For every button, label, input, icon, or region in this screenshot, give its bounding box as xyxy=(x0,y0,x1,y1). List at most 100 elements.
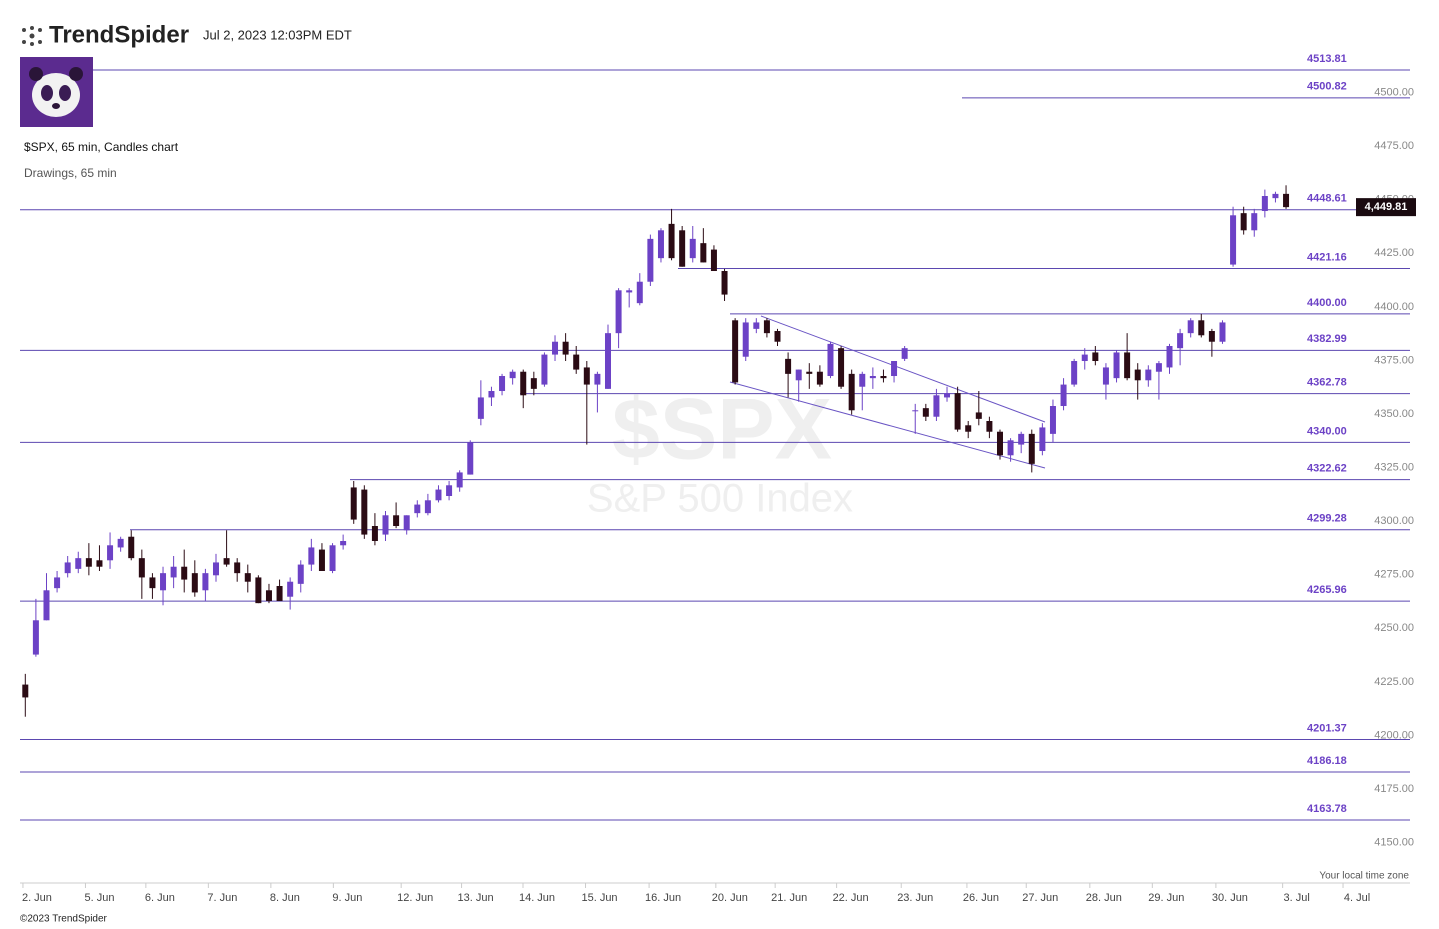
candle-body xyxy=(880,376,887,379)
candle-body xyxy=(467,442,474,475)
candle-body xyxy=(488,391,495,398)
candle-body xyxy=(107,545,114,561)
y-tick-label: 4375.00 xyxy=(1374,354,1414,366)
x-tick-label: 15. Jun xyxy=(581,892,617,904)
levels: 4513.81 4500.82 4448.61 4421.16 4400.00 4382.… xyxy=(20,53,1410,821)
y-tick-label: 4300.00 xyxy=(1374,515,1414,527)
x-tick-label: 30. Jun xyxy=(1212,892,1248,904)
watermark-symbol: $SPX xyxy=(612,382,832,478)
candle-body xyxy=(541,354,548,385)
level-label: 4322.62 xyxy=(1307,463,1347,475)
candle-body xyxy=(954,393,961,430)
y-tick-label: 4500.00 xyxy=(1374,86,1414,98)
candle-body xyxy=(1039,427,1046,452)
candle-body xyxy=(986,421,993,432)
y-tick-label: 4150.00 xyxy=(1374,836,1414,848)
candle-body xyxy=(361,489,368,535)
price-tag-label: 4,449.81 xyxy=(1365,201,1408,213)
candle-body xyxy=(1071,361,1078,385)
x-tick-label: 7. Jun xyxy=(207,892,237,904)
candle-body xyxy=(1113,352,1120,379)
y-tick-label: 4325.00 xyxy=(1374,461,1414,473)
x-tick-label: 6. Jun xyxy=(145,892,175,904)
candle-body xyxy=(573,354,580,370)
candle-body xyxy=(901,348,908,359)
candle-body xyxy=(636,281,643,304)
candle-body xyxy=(234,562,241,574)
candle-body xyxy=(32,620,39,655)
candle-body xyxy=(382,515,389,535)
level-label: 4265.96 xyxy=(1307,584,1347,596)
candle-body xyxy=(838,348,845,387)
x-tick-label: 22. Jun xyxy=(833,892,869,904)
candle-body xyxy=(297,564,304,584)
candle-body xyxy=(350,487,357,520)
candle-body xyxy=(1272,193,1279,199)
candle-body xyxy=(276,586,283,602)
candle-body xyxy=(816,371,823,385)
x-tick-label: 2. Jun xyxy=(22,892,52,904)
candle-body xyxy=(393,515,400,527)
x-tick-label: 23. Jun xyxy=(897,892,933,904)
y-tick-label: 4225.00 xyxy=(1374,676,1414,688)
candle-body xyxy=(160,573,167,591)
candle-body xyxy=(223,558,230,565)
x-tick-label: 20. Jun xyxy=(712,892,748,904)
candle-body xyxy=(1230,215,1237,265)
candle-body xyxy=(265,590,272,602)
candle-body xyxy=(414,504,421,514)
candle-body xyxy=(308,547,315,565)
y-tick-label: 4350.00 xyxy=(1374,408,1414,420)
candle-body xyxy=(668,223,675,259)
candle-body xyxy=(1145,369,1152,381)
candle-body xyxy=(435,489,442,501)
timestamp: Jul 2, 2023 12:03PM EDT xyxy=(203,27,352,42)
candle-body xyxy=(679,230,686,267)
y-tick-label: 4175.00 xyxy=(1374,783,1414,795)
candle-body xyxy=(615,290,622,334)
candle-body xyxy=(604,333,611,389)
candle-body xyxy=(848,373,855,411)
candle-body xyxy=(403,515,410,531)
candle-body xyxy=(1251,213,1258,231)
candle-body xyxy=(340,541,347,546)
candle-body xyxy=(763,320,770,334)
channel-line xyxy=(729,381,1046,469)
level-label: 4340.00 xyxy=(1307,425,1347,437)
candle-body xyxy=(54,577,61,589)
candle-body xyxy=(456,472,463,488)
candle-body xyxy=(499,376,506,392)
candle-body xyxy=(922,408,929,417)
candle-body xyxy=(138,558,145,578)
x-tick-label: 29. Jun xyxy=(1148,892,1184,904)
candle-body xyxy=(562,341,569,355)
candle-body xyxy=(85,558,92,567)
candle-body xyxy=(371,526,378,542)
y-tick-label: 4200.00 xyxy=(1374,729,1414,741)
candle-body xyxy=(753,322,760,329)
candle-body xyxy=(212,562,219,576)
candle-body xyxy=(827,343,834,377)
candle-body xyxy=(1219,322,1226,342)
candle-body xyxy=(1049,406,1056,434)
candle-body xyxy=(1155,363,1162,372)
candle-body xyxy=(774,331,781,342)
y-tick-label: 4475.00 xyxy=(1374,140,1414,152)
candle-body xyxy=(446,485,453,497)
drawings-label: Drawings, 65 min xyxy=(24,166,117,180)
avatar xyxy=(20,57,93,127)
candle-body xyxy=(509,371,516,379)
subtitle: $SPX, 65 min, Candles chart xyxy=(24,140,179,154)
x-tick-label: 16. Jun xyxy=(645,892,681,904)
candle-body xyxy=(1240,213,1247,231)
x-tick-label: 5. Jun xyxy=(84,892,114,904)
candle-body xyxy=(181,566,188,580)
candle-body xyxy=(806,371,813,374)
candle-body xyxy=(594,373,601,385)
candle-body xyxy=(191,573,198,593)
x-tick-label: 3. Jul xyxy=(1283,892,1309,904)
logo-icon xyxy=(22,26,42,46)
level-label: 4400.00 xyxy=(1307,297,1347,309)
candle-body xyxy=(721,271,728,295)
candle-body xyxy=(912,410,919,412)
